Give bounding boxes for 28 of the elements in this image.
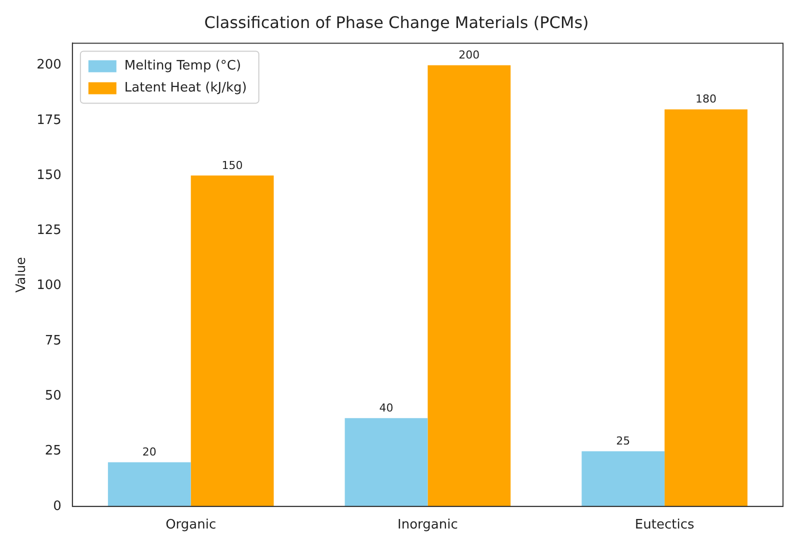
y-tick-label: 200 — [36, 58, 62, 73]
data-label: 150 — [222, 158, 243, 172]
data-label: 180 — [696, 92, 717, 106]
x-tick-label: Organic — [166, 518, 216, 533]
y-tick-label: 50 — [44, 388, 62, 404]
y-tick-label: 25 — [44, 444, 62, 459]
y-axis-title: Value — [14, 256, 30, 293]
legend-label: Melting Temp (°C) — [124, 58, 242, 74]
bar — [664, 109, 748, 506]
y-tick-label: 150 — [36, 168, 62, 183]
y-tick-label: 0 — [53, 498, 62, 514]
bar — [108, 462, 191, 506]
y-tick-label: 75 — [44, 333, 62, 348]
bar — [344, 418, 428, 506]
y-tick-label: 100 — [36, 278, 62, 294]
data-label: 40 — [379, 402, 394, 415]
bar — [190, 176, 274, 506]
x-tick-label: Inorganic — [398, 518, 458, 533]
bar — [582, 451, 665, 506]
bar — [428, 65, 511, 506]
data-label: 20 — [142, 446, 156, 459]
y-tick-label: 175 — [36, 112, 62, 128]
data-label: 25 — [616, 434, 630, 448]
x-tick-label: Eutectics — [634, 518, 694, 533]
y-tick-label: 125 — [36, 223, 62, 238]
data-label: 200 — [458, 48, 480, 62]
legend-label: Latent Heat (kJ/kg) — [124, 80, 247, 96]
chart-title: Classification of Phase Change Materials (PCMs) — [204, 12, 589, 32]
